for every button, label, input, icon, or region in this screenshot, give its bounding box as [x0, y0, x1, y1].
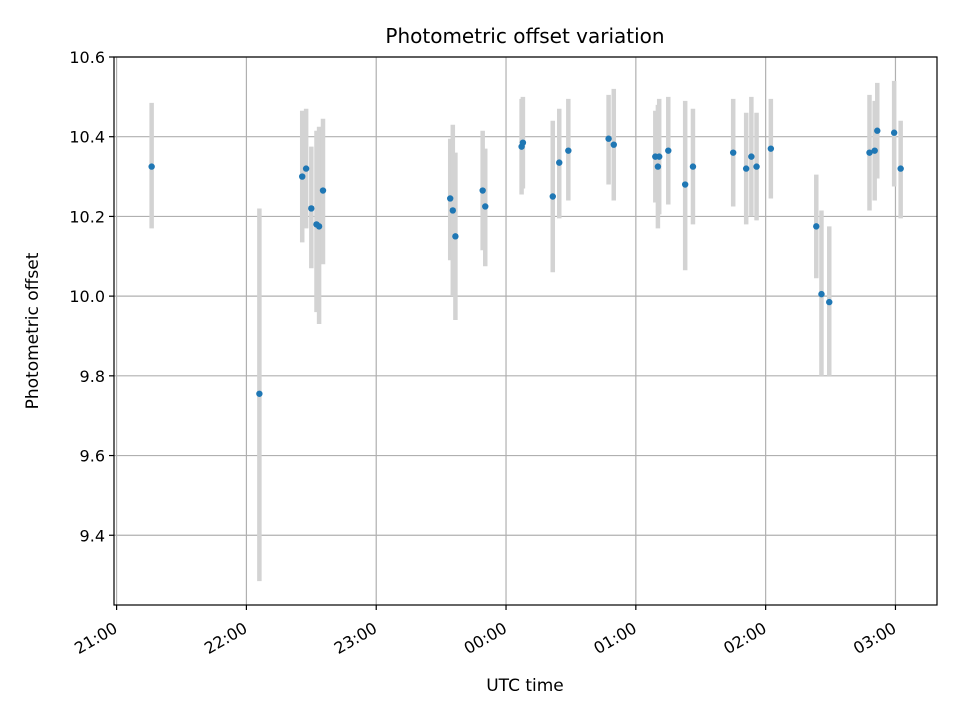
y-tick-label-5: 10.4 — [69, 128, 105, 147]
axes-frame — [113, 56, 938, 606]
data-point-24 — [681, 181, 689, 188]
data-point-0 — [148, 163, 155, 170]
data-point-34 — [866, 149, 873, 156]
chart-title: Photometric offset variation — [385, 24, 664, 48]
data-point-3 — [302, 165, 310, 172]
data-point-12 — [482, 203, 489, 210]
data-point-15 — [549, 193, 556, 200]
data-point-32 — [818, 290, 825, 298]
y-tick-label-4: 10.2 — [69, 207, 105, 226]
data-point-8 — [447, 195, 454, 202]
data-point-37 — [890, 129, 898, 136]
data-point-27 — [742, 165, 750, 172]
data-point-30 — [767, 145, 775, 152]
data-point-28 — [748, 153, 755, 160]
data-point-23 — [665, 147, 672, 154]
data-point-4 — [308, 205, 315, 212]
y-tick-label-1: 9.6 — [80, 447, 105, 466]
data-point-35 — [871, 147, 878, 154]
data-point-11 — [479, 187, 486, 194]
x-axis-label: UTC time — [486, 676, 564, 696]
y-tick-layer: 9.4 9.6 9.8 10.0 10.2 10.4 10.6 — [69, 48, 114, 545]
point-layer — [148, 127, 904, 397]
data-point-1 — [256, 390, 263, 397]
data-point-10 — [452, 233, 459, 240]
data-point-25 — [689, 163, 697, 170]
data-point-22 — [656, 153, 663, 160]
data-point-9 — [449, 207, 457, 214]
data-point-16 — [556, 159, 563, 166]
data-point-14 — [519, 139, 527, 146]
data-point-31 — [813, 223, 820, 230]
data-point-29 — [753, 163, 760, 170]
y-tick-label-0: 9.4 — [80, 526, 105, 545]
data-point-17 — [565, 147, 572, 154]
data-point-21 — [654, 163, 662, 170]
y-tick-label-6: 10.6 — [69, 48, 105, 67]
data-point-18 — [605, 135, 612, 142]
data-point-6 — [315, 223, 323, 230]
data-point-7 — [319, 187, 327, 194]
data-point-19 — [610, 141, 617, 148]
data-point-2 — [299, 173, 306, 180]
y-tick-label-3: 10.0 — [69, 287, 105, 306]
y-axis-label: Photometric offset — [23, 252, 43, 409]
data-point-38 — [897, 165, 904, 172]
data-point-26 — [729, 149, 737, 156]
y-tick-label-2: 9.8 — [80, 367, 105, 386]
data-point-33 — [826, 298, 833, 306]
data-point-36 — [874, 127, 881, 134]
